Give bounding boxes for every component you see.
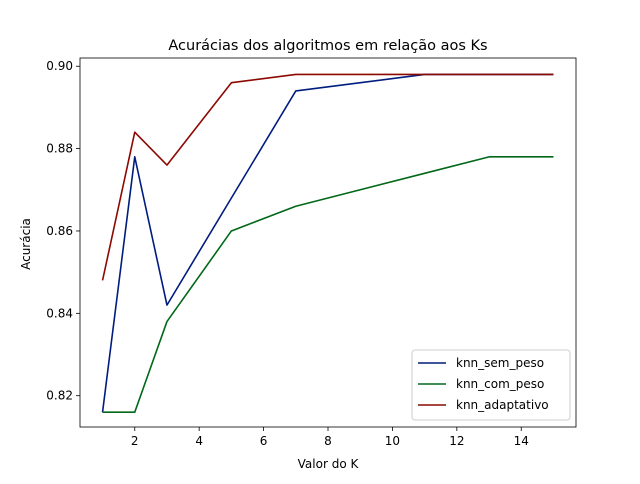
y-axis-ticks: 0.82 0.84 0.86 0.88 0.90 — [46, 59, 80, 403]
legend-box — [411, 349, 571, 421]
series-line-knn-com-peso — [102, 156, 554, 413]
x-tick-label: 2 — [131, 434, 139, 448]
x-tick-label: 6 — [260, 434, 268, 448]
y-tick-label: 0.82 — [46, 389, 73, 403]
y-tick-label: 0.90 — [46, 59, 73, 73]
legend: knn_sem_peso knn_com_peso knn_adaptativo — [411, 349, 571, 421]
legend-label: knn_com_peso — [456, 377, 544, 391]
x-tick-label: 14 — [514, 434, 529, 448]
legend-label: knn_adaptativo — [456, 398, 549, 412]
x-tick-label: 8 — [324, 434, 332, 448]
legend-label: knn_sem_peso — [456, 356, 544, 370]
y-tick-label: 0.88 — [46, 142, 73, 156]
series-line-knn-adaptativo — [101, 73, 554, 281]
y-axis-label: Acurácia — [19, 218, 33, 270]
x-tick-label: 4 — [195, 434, 203, 448]
plot-lines — [101, 73, 554, 413]
y-tick-label: 0.86 — [46, 224, 73, 238]
y-tick-label: 0.84 — [46, 306, 73, 320]
x-tick-label: 10 — [385, 434, 400, 448]
chart-title: Acurácias dos algoritmos em relação aos … — [168, 38, 487, 54]
x-axis-label: Valor do K — [298, 457, 360, 471]
x-axis-ticks: 2 4 6 8 10 12 14 — [131, 427, 529, 448]
x-tick-label: 12 — [449, 434, 464, 448]
